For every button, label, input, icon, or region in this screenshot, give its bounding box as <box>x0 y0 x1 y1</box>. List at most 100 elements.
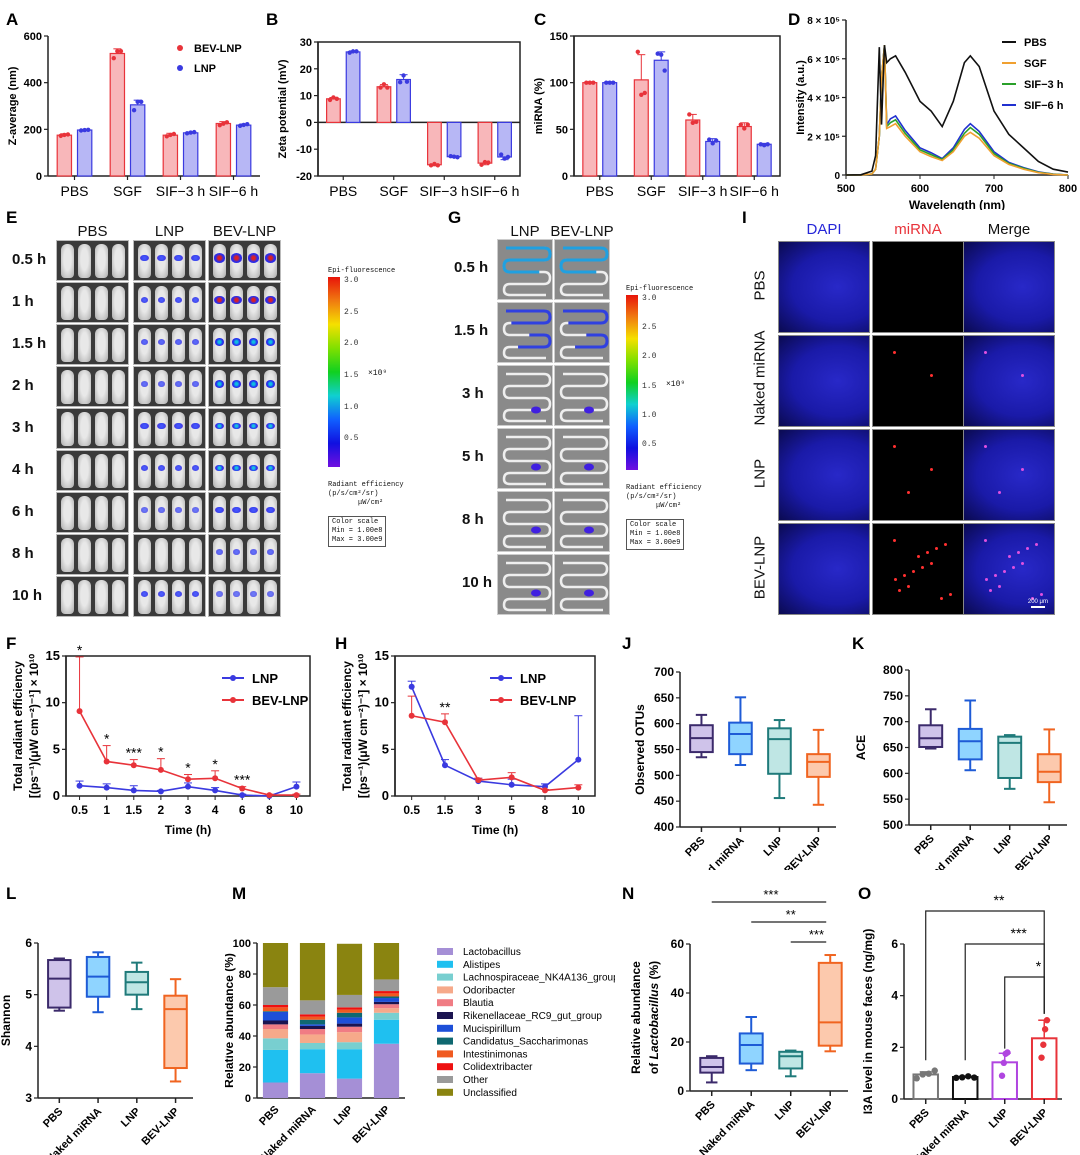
mouse-image-cell <box>133 240 206 281</box>
significance-label: * <box>1036 958 1042 974</box>
data-point <box>442 762 448 769</box>
mouse-silhouette <box>95 244 108 278</box>
fluorescence-signal <box>248 380 259 388</box>
mouse-silhouette <box>230 538 243 572</box>
y-tick-label: 20 <box>300 64 312 76</box>
mouse-silhouette <box>95 286 108 320</box>
mouse-silhouette <box>112 244 125 278</box>
confocal-image-merge <box>963 429 1055 521</box>
legend-label: LNP <box>252 671 278 686</box>
x-tick-label: PBS <box>683 835 707 859</box>
y-axis-title-line1: Total radiant efficiency <box>340 661 354 791</box>
mouse-silhouette <box>172 538 185 572</box>
fluorescence-signal <box>231 338 242 346</box>
data-point <box>245 122 250 127</box>
legend-label: Intestinimonas <box>463 1049 527 1060</box>
bar-bev-lnp <box>376 86 392 123</box>
mirna-signal-dot <box>994 574 997 577</box>
fluorescence-signal <box>140 464 149 472</box>
mirna-signal-dot <box>1003 570 1006 573</box>
mirna-signal-dot <box>1021 468 1024 471</box>
bar-bev-lnp <box>56 134 73 177</box>
fluorescence-signal <box>265 295 276 305</box>
row-label-group: Naked miRNA <box>751 330 769 426</box>
row-label-time: 0.5 h <box>454 259 489 276</box>
data-point <box>451 154 457 159</box>
fluorescence-signal <box>233 591 240 597</box>
x-tick-label: SIF−6 h <box>209 183 258 199</box>
legend-label: LNP <box>194 63 216 75</box>
stack-segment-alistipes <box>336 1049 363 1079</box>
colorbar-tick-label: 1.5 <box>642 381 657 391</box>
panel-label-o: O <box>858 884 872 903</box>
color-scale-line: Min = 1.00e8 <box>332 527 383 535</box>
stack-segment-candidatus_saccharimonas <box>262 1011 289 1012</box>
ivis-gut-imaging-panel: LNP BEV-LNP 0.5 h 1.5 h 3 h 5 h 8 h 10 h Epi-flu… <box>440 223 740 625</box>
mouse-image-cell <box>208 282 281 323</box>
fluorescence-signal <box>192 507 199 513</box>
y-tick-label: 550 <box>883 792 903 806</box>
fluorescence-signal <box>266 422 275 430</box>
legend-swatch <box>437 999 453 1007</box>
data-point <box>381 82 387 87</box>
data-point <box>659 52 664 57</box>
legend-label: Mucispirillum <box>463 1024 521 1035</box>
y-tick-label: 650 <box>883 741 903 755</box>
mouse-image-cell <box>56 576 129 617</box>
data-point <box>610 80 616 85</box>
y-axis-title-line2: [(ps⁻¹)(μW cm⁻²)⁻¹] × 10¹⁰ <box>356 654 370 798</box>
series-line-lnp <box>410 686 579 788</box>
mouse-silhouette <box>213 496 226 530</box>
data-point <box>455 155 460 160</box>
colorbar-tick-label: 3.0 <box>642 294 657 303</box>
stack-segment-candidatus_saccharimonas <box>373 996 400 999</box>
y-tick-label: 450 <box>654 794 674 808</box>
significance-marker: * <box>212 756 218 772</box>
x-tick-label: LNP <box>987 1107 1011 1131</box>
data-point <box>350 49 356 54</box>
x-tick-label: 800 <box>1059 183 1077 195</box>
box-naked-mirna <box>738 1032 764 1065</box>
data-point <box>694 119 699 125</box>
legend-label: LNP <box>520 671 546 686</box>
panel-label-d: D <box>788 10 801 29</box>
intestine-outline <box>502 309 552 360</box>
mouse-silhouette <box>61 538 74 572</box>
legend-swatch <box>437 986 453 994</box>
data-point <box>327 97 333 103</box>
data-point <box>745 122 750 127</box>
fluorescence-signal <box>157 296 166 304</box>
stack-segment-lactobacillus <box>336 1078 363 1098</box>
y-axis-title-line1: Total radiant efficiency <box>11 661 25 791</box>
y-tick-label: 100 <box>550 78 568 90</box>
mouse-silhouette <box>112 286 125 320</box>
scale-bar-line <box>1030 606 1045 608</box>
y-tick-label: 0 <box>562 171 568 183</box>
y-tick-label: 80 <box>239 969 251 981</box>
y-tick-label: -10 <box>296 144 312 156</box>
bar-bev-lnp <box>1030 1037 1058 1101</box>
fluorescence-signal <box>267 549 274 555</box>
y-tick-label: 10 <box>375 695 389 710</box>
mirna-signal-dot <box>907 585 910 588</box>
data-point <box>738 122 744 127</box>
significance-marker: ** <box>440 699 451 715</box>
stack-segment-other <box>299 1000 326 1015</box>
confocal-image-merge: 200 μm <box>963 523 1055 615</box>
intestine-path <box>559 372 609 423</box>
gut-image-cell <box>497 428 553 489</box>
y-tick-label: 0 <box>245 1093 251 1105</box>
mouse-silhouette <box>189 412 202 446</box>
stack-segment-colidextribacter <box>373 991 400 994</box>
colorbar-legend: Epi-fluorescence 3.0 2.5 2.0 1.5 1.0 0.5 ×10⁹ Ra… <box>328 267 438 547</box>
fluorescence-signal <box>531 406 541 414</box>
data-point <box>217 122 222 128</box>
panel-label-g: G <box>448 208 462 227</box>
box-lnp <box>778 1050 804 1070</box>
intestine-path <box>559 435 609 486</box>
stack-segment-unclassified <box>299 943 326 1001</box>
y-axis-title: Z-average (nm) <box>7 66 19 145</box>
y-tick-label: 40 <box>239 1031 251 1043</box>
stack-segment-intestinimonas <box>336 1009 363 1013</box>
fluorescence-signal <box>158 507 165 513</box>
